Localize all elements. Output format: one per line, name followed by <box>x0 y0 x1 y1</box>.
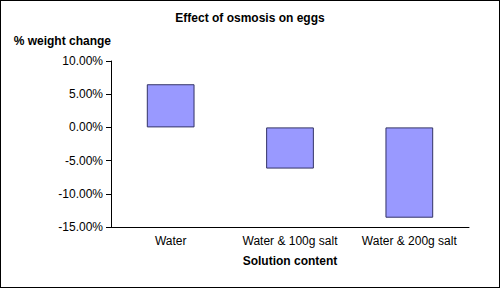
svg-text:-10.00%: -10.00% <box>58 187 103 201</box>
svg-text:Water & 200g salt: Water & 200g salt <box>362 234 458 248</box>
svg-text:10.00%: 10.00% <box>62 54 103 68</box>
svg-text:-15.00%: -15.00% <box>58 220 103 234</box>
svg-text:Solution content: Solution content <box>243 254 338 268</box>
svg-text:0.00%: 0.00% <box>69 120 103 134</box>
svg-text:% weight change: % weight change <box>14 34 112 48</box>
svg-text:Water: Water <box>155 234 187 248</box>
svg-text:-5.00%: -5.00% <box>65 154 103 168</box>
svg-text:Effect of osmosis on eggs: Effect of osmosis on eggs <box>175 11 325 25</box>
svg-text:Water & 100g salt: Water & 100g salt <box>243 234 339 248</box>
svg-text:5.00%: 5.00% <box>69 87 103 101</box>
